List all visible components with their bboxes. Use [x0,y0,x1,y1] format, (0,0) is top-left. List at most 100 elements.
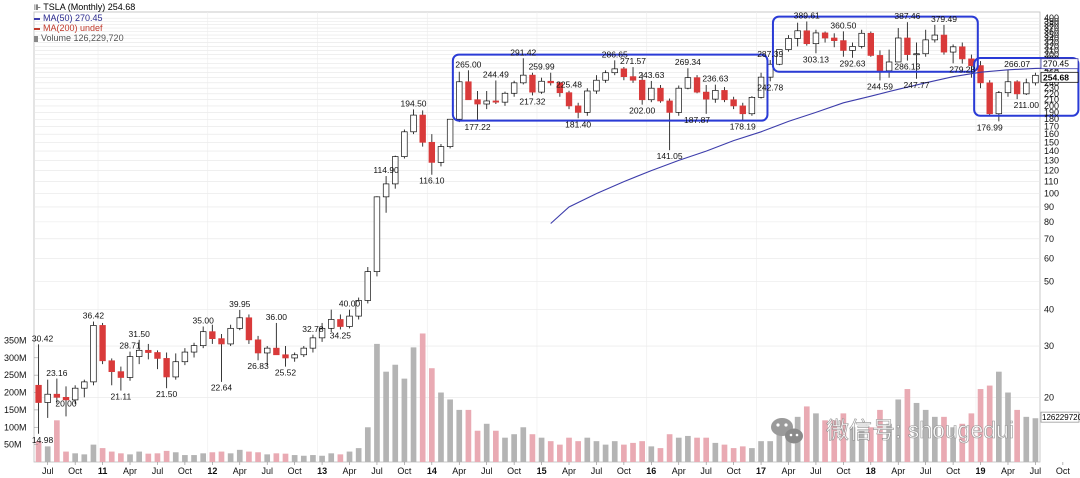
candle-body [1004,81,1012,94]
price-annotation: 269.34 [675,57,701,67]
price-annotation: 35.00 [193,316,215,326]
volume-bar [355,448,362,462]
volume-bar [648,446,655,462]
volume-bar [849,427,856,462]
candle-body [200,331,207,346]
price-annotation: 202.00 [629,106,655,116]
price-annotation: 114.90 [373,165,399,175]
price-tick-label: 20 [1044,392,1054,402]
volume-bar [950,427,956,462]
volume-tag-box [1040,411,1080,423]
candle-body [931,34,939,41]
candle-body [218,338,225,345]
volume-bar [557,444,563,462]
candle-body [593,79,600,92]
volume-bar [99,448,106,462]
candle-body [108,360,115,373]
price-tick-label: 70 [1044,234,1054,244]
volume-bar [502,437,508,462]
price-annotation: 176.99 [977,122,1003,132]
x-tick-label: Jul [42,466,54,476]
candle-body [254,339,262,354]
volume-bar [703,437,710,462]
candle-body [163,358,170,378]
candle-body [492,100,500,103]
price-tick-label: 220 [1044,89,1059,99]
candle-body [419,114,426,143]
price-annotation: 211.00 [1014,100,1040,110]
x-tick-label: Oct [617,466,632,476]
x-tick-label: Apr [123,466,137,476]
volume-bar [483,423,490,462]
candle-body [538,80,545,93]
volume-bar [547,441,554,462]
volume-bar [108,451,115,462]
candle-body [53,393,61,398]
candle-body [959,46,966,60]
volume-bar [730,448,737,462]
candle-body [135,349,143,357]
candle-body [300,347,307,356]
candle-body [831,37,838,41]
price-annotation: 292.63 [840,59,866,69]
candle-body [456,81,463,120]
price-annotation: 279.28 [949,65,975,75]
price-annotation: 28.71 [119,341,141,351]
candle-body [876,55,884,72]
candle-body [90,325,97,383]
candle-body [437,146,445,163]
candle-body [821,32,829,39]
price-annotation: 244.59 [867,81,893,91]
candle-body [922,39,929,55]
x-tick-label: Jul [152,466,164,476]
candle-body [309,337,317,349]
price-tag-label: 254.68 [1043,72,1069,82]
volume-bar [666,434,673,462]
volume-bar [493,430,499,462]
candle-body [666,100,673,113]
x-tick-label: Oct [727,466,742,476]
candle-body [44,393,51,403]
x-tick-label: Apr [233,466,247,476]
volume-bar [456,409,463,462]
price-annotation: 286.13 [894,62,920,72]
x-tick-label: 19 [976,466,986,476]
chart-type-icon: ⊪ [34,3,44,12]
price-tick-label: 400 [1044,13,1059,23]
volume-axis: 350M 300M 250M 200M 150M 100M 50M [4,335,38,450]
candle-body [712,90,719,100]
ma50-swatch [34,17,40,20]
volume-bar [776,434,783,462]
volume-bar [163,450,170,462]
volume-tick-label: 300M [4,353,27,363]
candle-body [858,32,865,47]
watermark-text: 微信号: shougedui [826,417,1014,443]
volume-bar [712,442,719,462]
volume-bar [447,399,453,462]
legend-volume: Volume 126,229,720 [34,33,135,43]
candle-body [940,34,948,53]
volume-bar [246,451,252,462]
price-tick-label: 190 [1044,107,1059,117]
volume-bar [145,453,152,462]
volume-bar [438,392,444,462]
candle-body [547,80,554,84]
volume-bar [867,427,874,462]
volume-bar [1014,409,1020,462]
x-axis: Jul Oct 11 Apr Jul Oct 12 Apr Jul Oct 13 Apr Jul Oct 1… [42,462,1070,476]
x-tick-label: 11 [98,466,108,476]
wechat-icon [771,418,803,444]
price-tag-label: 270.45 [1043,59,1069,69]
price-tick-label: 30 [1044,341,1054,351]
candle-body [904,37,911,55]
volume-bars [35,333,1039,462]
price-annotation: 39.95 [229,299,251,309]
price-annotation: 243.63 [638,70,664,80]
legend-ma50-text: MA(50) 270.45 [43,13,103,23]
x-tick-label: Jul [920,466,932,476]
price-annotation: 25.52 [275,367,297,377]
candle-body [602,72,609,81]
candle-body [236,317,243,329]
candlesticks [35,21,1039,434]
